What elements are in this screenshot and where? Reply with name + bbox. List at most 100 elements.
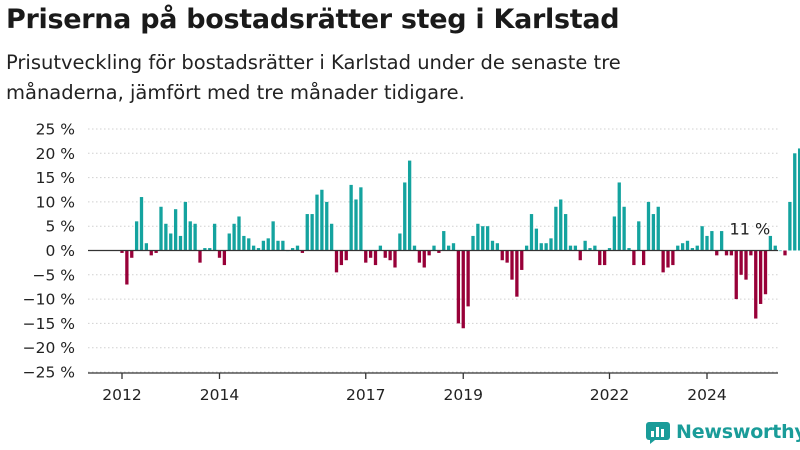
bar [398,233,402,251]
bar [276,240,280,251]
bar [607,248,612,251]
bar [641,250,646,266]
bar [261,240,266,251]
bar [334,250,339,273]
bar [403,182,407,251]
bar [325,201,329,251]
bar [466,250,470,307]
bar [256,248,261,251]
bar [520,250,524,270]
bar [159,206,163,251]
bar [173,209,178,251]
bar [768,235,773,251]
bar [500,250,504,261]
bar [251,245,256,251]
bar [183,201,188,251]
bar [671,250,675,266]
bar [680,243,685,251]
bar [588,248,592,251]
bar [208,248,212,251]
bar [217,250,222,258]
x-tick-label: 2012 [102,386,141,404]
bar [719,231,724,251]
bar [393,250,397,268]
bar [203,248,207,251]
bar [549,238,553,251]
bar [529,214,534,251]
bar [778,250,782,252]
bar [495,243,500,251]
bar [193,223,197,251]
bar [149,250,153,256]
bar [461,250,465,329]
bar [315,194,319,251]
bar [637,221,641,251]
bar [578,250,582,261]
bar [583,240,587,251]
y-tick-label: 15 % [36,169,75,187]
bar [344,250,348,261]
last-value-label: 11 % [730,219,771,238]
bar [227,233,231,251]
y-tick-label: −20 % [23,339,75,357]
y-tick-label: 0 % [45,242,75,260]
bar [763,250,768,295]
bar [617,182,621,251]
brand-name: Newsworthy [676,421,800,443]
y-tick-label: −15 % [23,315,75,333]
bar [154,250,158,253]
x-tick-label: 2019 [444,386,483,404]
bar [758,250,763,304]
bar [232,223,236,251]
x-tick-label: 2022 [590,386,629,404]
chart-title: Priserna på bostadsrätter steg i Karlsta… [6,4,620,35]
bar [266,238,270,251]
bar [598,250,602,266]
y-tick-label: −10 % [23,291,75,309]
x-tick-label: 2024 [687,386,726,404]
bar [432,245,436,251]
bar [534,228,539,251]
bar [656,206,660,251]
y-tick-label: −25 % [23,364,75,382]
bar [247,238,251,251]
bar [593,245,597,251]
bar [300,250,305,253]
bar [773,245,777,251]
bar [524,245,529,251]
bar [349,184,353,251]
bar [139,197,144,251]
bar [290,248,295,251]
bar [120,250,124,253]
bar [749,250,753,256]
bar [510,250,514,280]
bar [754,250,758,319]
bar [632,250,636,266]
bar [739,250,743,275]
bar [539,243,543,251]
bar [602,250,607,266]
chart-logo-icon [646,422,670,444]
bar [198,250,202,263]
bar [481,226,485,251]
bar [715,250,719,256]
bar [134,221,139,251]
bar [407,160,412,251]
bar [700,226,704,251]
bar [793,153,797,251]
y-tick-label: 5 % [45,218,75,236]
bar [705,235,709,251]
x-tick-label: 2017 [346,386,385,404]
bar [788,201,792,251]
bar [485,226,490,251]
bar [515,250,519,297]
bar [554,206,558,251]
bar [305,214,309,251]
bar [339,250,344,266]
bar [451,243,456,251]
bar [130,250,134,258]
bar [359,187,363,251]
bar [237,216,241,251]
bar [320,189,324,251]
bar [412,245,417,251]
